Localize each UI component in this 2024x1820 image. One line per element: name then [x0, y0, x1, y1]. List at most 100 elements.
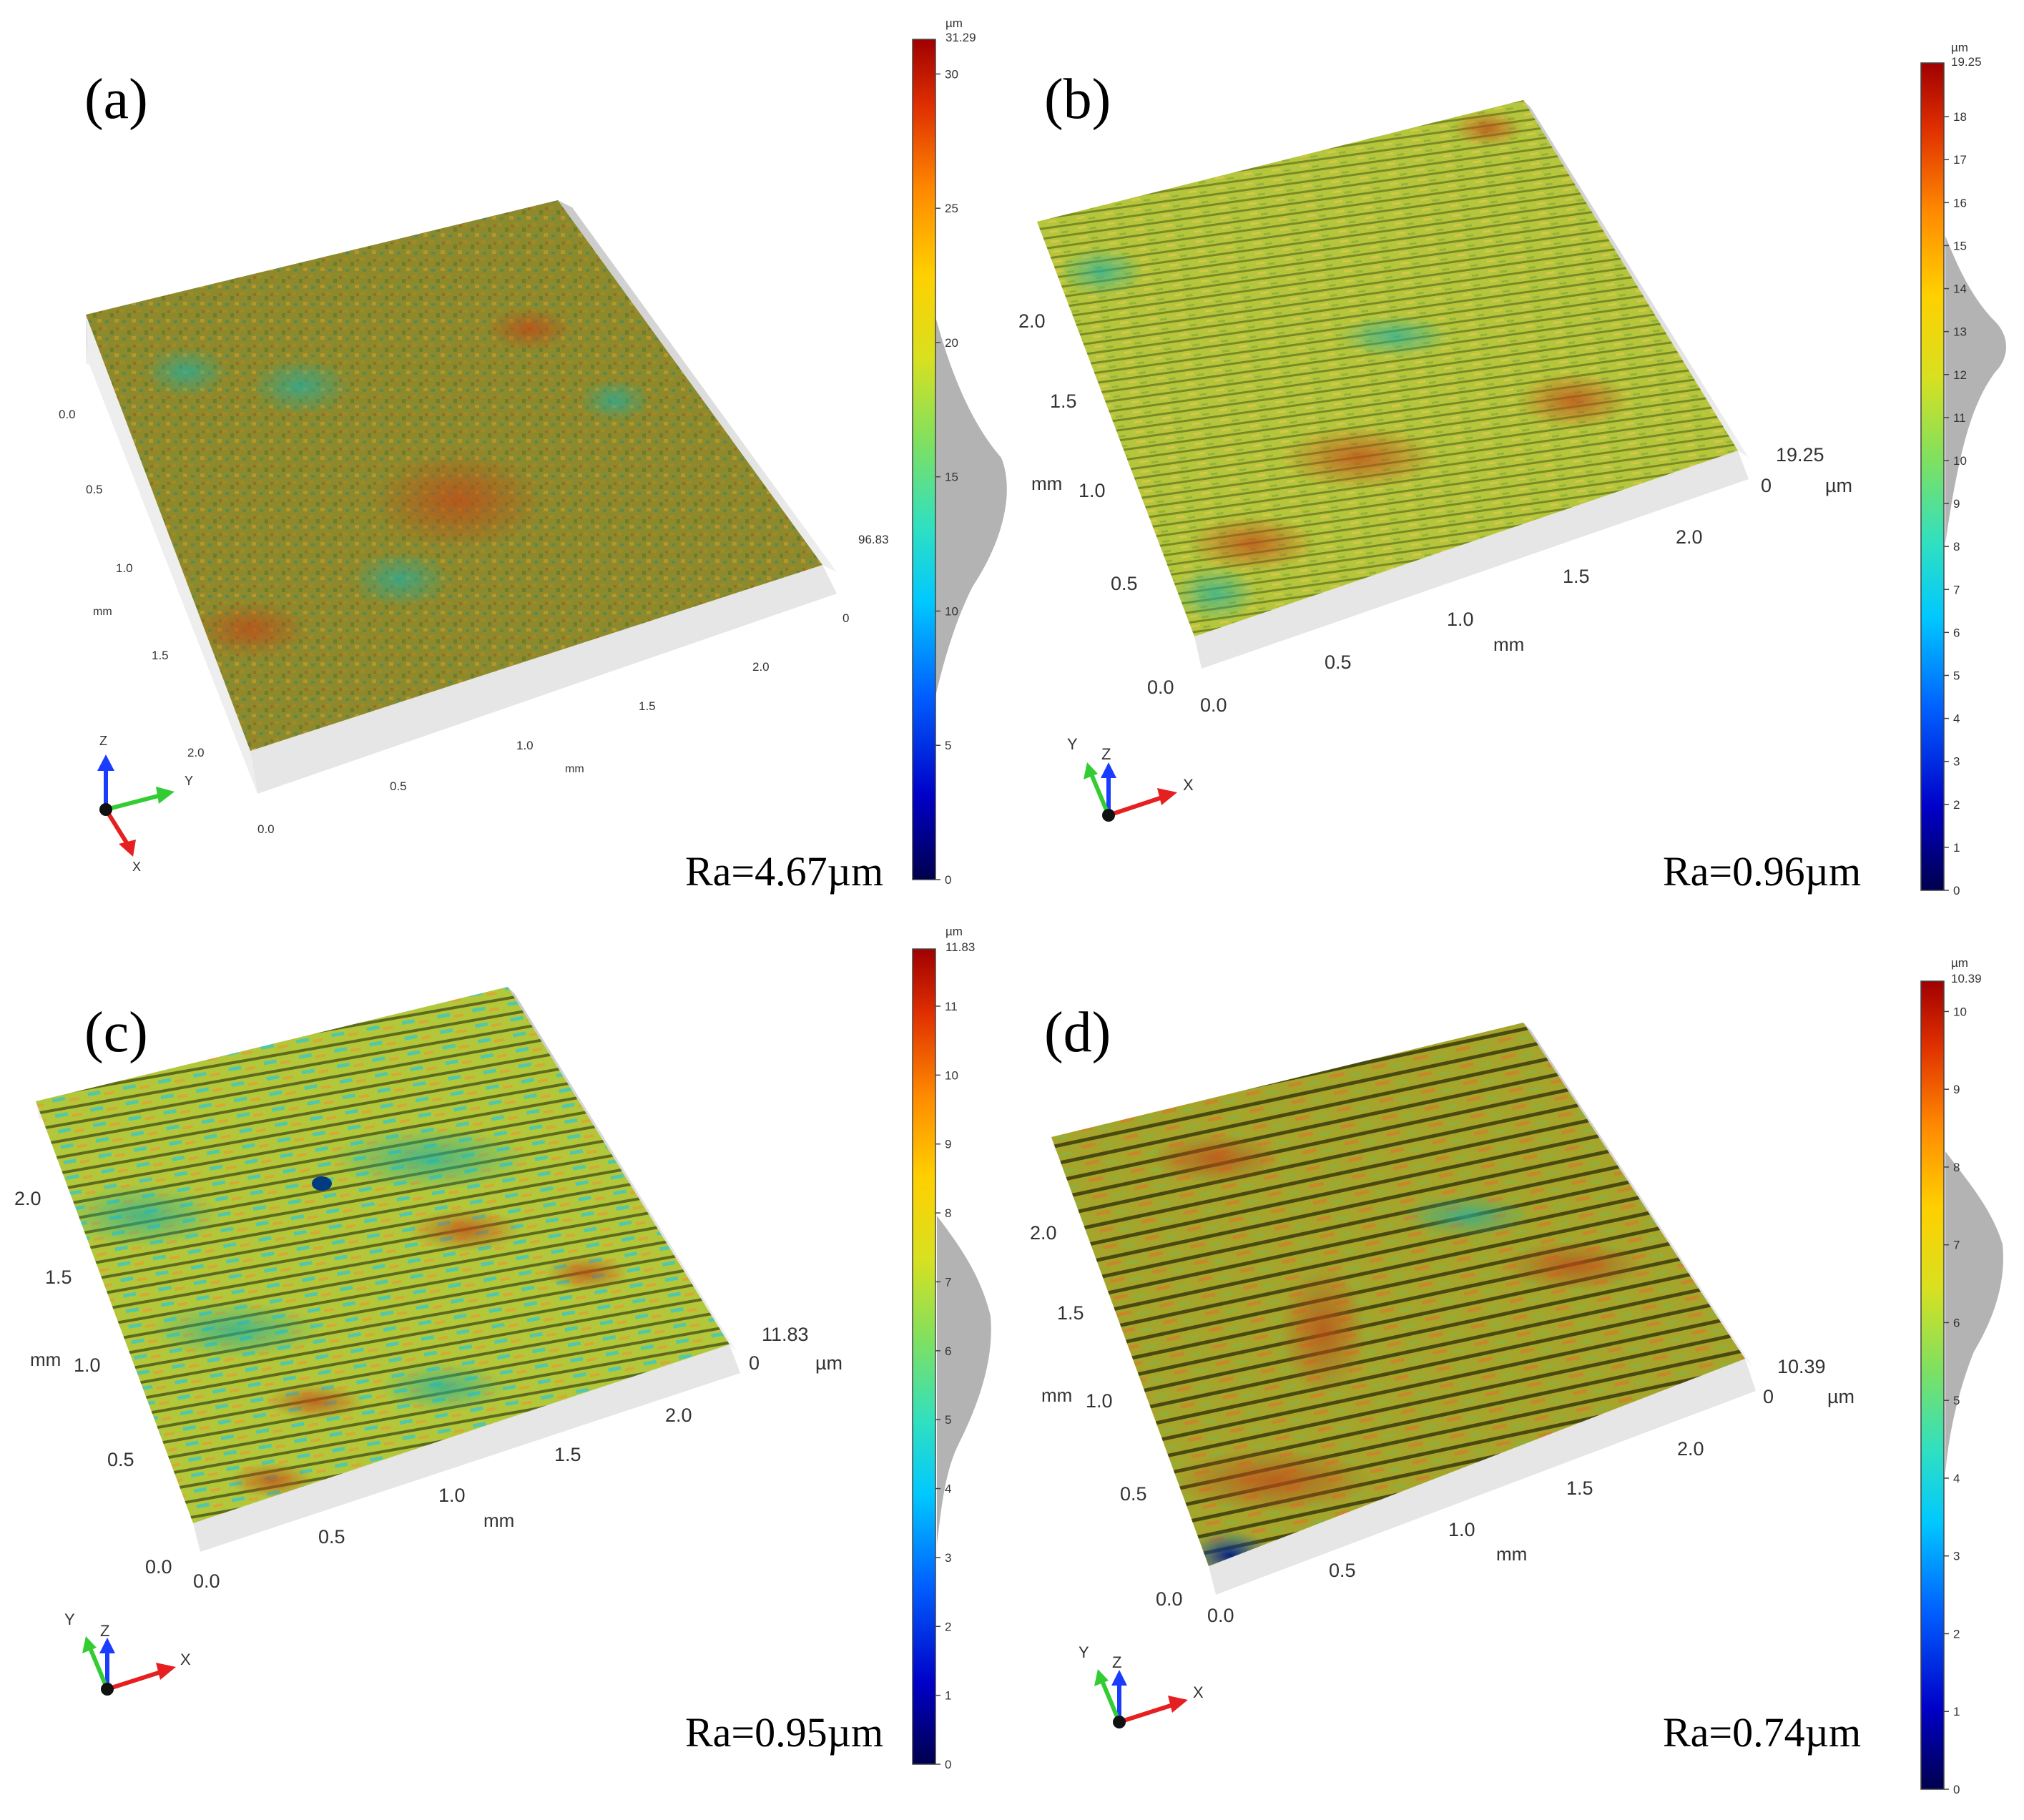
- colorbar-tick-label: 1: [1953, 1705, 1960, 1718]
- colorbar-tick-label: 1: [1953, 841, 1960, 855]
- panel-c-surface-features: [64, 1126, 629, 1498]
- panel-d-z-max: 10.39: [1777, 1356, 1826, 1377]
- panel-a-triad-y: Y: [185, 774, 193, 788]
- colorbar-tick-label: 6: [1953, 1316, 1960, 1329]
- colorbar-tick-label: 10: [945, 1068, 958, 1082]
- panel-c: 0.0 0.5 1.0 mm 1.5 2.0 0.0 0.5 1.0 mm 1.…: [14, 925, 991, 1771]
- panel-a-axis-triad: Z Y X: [97, 734, 193, 874]
- colorbar-tick-label: 4: [945, 1482, 951, 1496]
- colorbar-tick-label: 6: [945, 1344, 951, 1358]
- colorbar-tick-label: 0: [1953, 1783, 1960, 1796]
- panel-d-y-tick-0: 0.0: [1156, 1588, 1183, 1610]
- panel-d-z-axis: 10.39 0 µm: [1763, 1356, 1854, 1407]
- panel-b-y-tick-0: 0.0: [1147, 677, 1174, 698]
- panel-c-right-wall: [508, 987, 737, 1352]
- panel-c-y-tick-1: 0.5: [107, 1449, 134, 1470]
- panel-d-x-tick-4: 2.0: [1677, 1438, 1704, 1460]
- colorbar-tick-label: 7: [1953, 583, 1960, 596]
- colorbar-tick-label: 5: [945, 739, 951, 752]
- panel-c-z-unit: µm: [815, 1352, 842, 1374]
- colorbar-tick-label: 2: [945, 1620, 951, 1633]
- colorbar-tick-label: 11: [1953, 411, 1966, 425]
- colorbar-tick-label: 14: [1953, 282, 1967, 296]
- panel-a-y-tick-0: 0.0: [59, 408, 76, 421]
- colorbar-tick-label: 11: [945, 1000, 958, 1013]
- panel-c-ra-value: Ra=0.95µm: [685, 1709, 883, 1756]
- panel-a-ra-value: Ra=4.67µm: [685, 848, 883, 895]
- panel-b-y-tick-1: 0.5: [1111, 573, 1138, 594]
- panel-c-axis-triad: Z Y X: [64, 1610, 191, 1696]
- panel-a-floor-front: [250, 565, 837, 794]
- panel-b-triad-y: Y: [1067, 735, 1078, 753]
- panel-c-x-tick-2: 1.0: [438, 1485, 466, 1506]
- panel-a-colorbar-ramp: [912, 39, 936, 880]
- panel-c-floor-front: [193, 1344, 740, 1552]
- panel-b-colorbar-unit: µm: [1951, 41, 1968, 54]
- panel-c-surface: [36, 987, 729, 1523]
- colorbar-tick-label: 25: [945, 202, 958, 215]
- panel-b-y-tick-4: 2.0: [1018, 310, 1046, 332]
- panel-d-x-tick-1: 0.5: [1329, 1560, 1356, 1581]
- panel-b-z-max: 19.25: [1776, 444, 1824, 466]
- panel-b-z-unit: µm: [1825, 475, 1852, 496]
- panel-c-z-axis: 11.83 0 µm: [749, 1324, 842, 1374]
- panel-a-x-tick-4: 2.0: [752, 660, 770, 674]
- colorbar-tick-label: 4: [1953, 1472, 1960, 1485]
- panel-c-histogram: [937, 1216, 991, 1545]
- panel-b-x-tick-3: 1.5: [1563, 566, 1590, 587]
- colorbar-tick-label: 8: [945, 1206, 951, 1220]
- panel-c-x-tick-1: 0.5: [318, 1526, 345, 1548]
- panel-c-z-min: 0: [749, 1352, 760, 1374]
- panel-c-y-tick-3: 1.5: [45, 1266, 72, 1288]
- panel-b-histogram: [1945, 236, 2006, 543]
- colorbar-tick-label: 18: [1953, 110, 1967, 124]
- panel-a-x-tick-1: 0.5: [390, 779, 407, 793]
- panel-d-z-min: 0: [1763, 1386, 1774, 1407]
- panel-b-label: (b): [1044, 68, 1111, 131]
- panel-d-axis-triad: Z Y X: [1079, 1643, 1204, 1728]
- panel-c-x-tick-3: 1.5: [554, 1444, 581, 1465]
- colorbar-tick-label: 6: [1953, 626, 1960, 639]
- colorbar-tick-label: 8: [1953, 540, 1960, 554]
- panel-b-x-axis: 0.0 0.5 1.0 mm 1.5 2.0: [1200, 526, 1703, 716]
- colorbar-tick-label: 3: [945, 1551, 951, 1565]
- colorbar-tick-label: 20: [945, 336, 958, 350]
- panel-b-surface-features: [1058, 111, 1631, 622]
- panel-a-floor-left: [86, 315, 257, 794]
- panel-b: 0.0 0.5 1.0 mm 1.5 2.0 0.0 0.5 1.0 mm 1.…: [1018, 41, 2006, 897]
- panel-b-x-unit: mm: [1493, 634, 1524, 655]
- panel-d-x-tick-2: 1.0: [1448, 1519, 1475, 1540]
- panel-d-ra-value: Ra=0.74µm: [1663, 1709, 1861, 1756]
- panel-a-y-tick-2: 1.0: [116, 561, 133, 575]
- panel-b-triad-x: X: [1183, 776, 1194, 794]
- panel-a-y-tick-3: 1.5: [152, 649, 169, 662]
- panel-a-x-tick-0: 0.0: [257, 822, 275, 836]
- panel-a-x-tick-2: 1.0: [516, 739, 534, 752]
- panel-b-right-wall: [1523, 100, 1749, 458]
- colorbar-tick-label: 30: [945, 67, 958, 81]
- panel-b-colorbar-ramp: [1920, 62, 1945, 891]
- panel-b-z-axis: 19.25 0 µm: [1761, 444, 1852, 496]
- panel-c-y-tick-0: 0.0: [145, 1556, 172, 1578]
- panel-d: 0.0 0.5 1.0 mm 1.5 2.0 0.0 0.5 1.0 mm 1.…: [1030, 956, 2003, 1796]
- panel-b-y-tick-3: 1.5: [1050, 390, 1077, 412]
- panel-a: 0.0 0.5 1.0 mm 1.5 2.0 0.0 0.5 1.0 mm 1.…: [59, 16, 1007, 895]
- panel-b-axis-triad: Z Y X: [1067, 735, 1194, 822]
- panel-d-colorbar: µm 10.39 0 1 2 3 4 5 6 7 8 9 10: [1920, 956, 1982, 1796]
- colorbar-tick-label: 5: [1953, 669, 1960, 682]
- colorbar-tick-label: 17: [1953, 153, 1967, 167]
- panel-b-x-tick-1: 0.5: [1325, 651, 1352, 673]
- colorbar-tick-label: 1: [945, 1689, 951, 1703]
- colorbar-tick-label: 9: [1953, 497, 1960, 511]
- panel-b-x-tick-4: 2.0: [1676, 526, 1703, 548]
- panel-c-colorbar-ramp: [912, 948, 936, 1765]
- panel-c-x-tick-4: 2.0: [665, 1405, 692, 1426]
- panel-a-z-min: 0: [842, 611, 849, 625]
- colorbar-tick-label: 7: [1953, 1239, 1960, 1252]
- colorbar-tick-label: 16: [1953, 196, 1967, 210]
- panel-d-surface: [1051, 1023, 1745, 1566]
- panel-d-triad-x: X: [1193, 1683, 1204, 1701]
- panel-d-floor-front: [1209, 1359, 1756, 1595]
- panel-a-right-wall: [558, 200, 837, 572]
